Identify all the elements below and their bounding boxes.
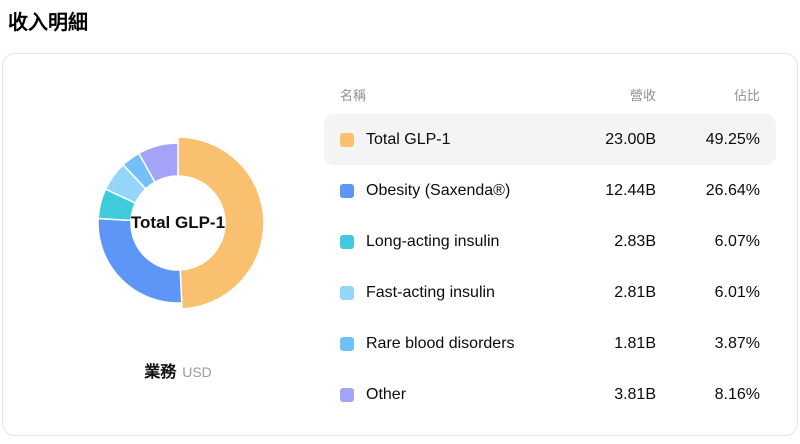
revenue-table: 名稱 營收 佔比 Total GLP-1 23.00B 49.25% Obesi… (324, 54, 776, 435)
chart-footer: 業務 USD (65, 358, 291, 382)
series-swatch (340, 336, 354, 351)
dimension-label: 業務 (144, 364, 177, 381)
donut-slice-0[interactable] (177, 136, 265, 310)
series-swatch (340, 234, 354, 249)
table-row-rare-blood-disorders[interactable]: Rare blood disorders 1.81B 3.87% (324, 318, 776, 369)
series-swatch (340, 132, 354, 147)
row-revenue: 2.81B (614, 283, 656, 301)
row-revenue: 23.00B (605, 130, 656, 148)
donut-slice-5[interactable] (138, 142, 179, 183)
row-share: 3.87% (714, 334, 760, 352)
table-row-long-acting-insulin[interactable]: Long-acting insulin 2.83B 6.07% (324, 216, 776, 267)
series-swatch (340, 285, 354, 300)
row-name: Long-acting insulin (366, 232, 500, 250)
header-revenue: 營收 (629, 87, 656, 103)
row-revenue: 3.81B (614, 385, 656, 403)
row-revenue: 12.44B (605, 181, 656, 199)
row-revenue: 1.81B (614, 334, 656, 352)
table-row-obesity[interactable]: Obesity (Saxenda®) 12.44B 26.64% (324, 165, 776, 216)
row-name: Total GLP-1 (366, 130, 451, 148)
row-share: 6.07% (714, 232, 760, 250)
donut-chart-svg (97, 136, 265, 310)
page-title: 收入明細 (8, 12, 88, 34)
row-revenue: 2.83B (614, 232, 656, 250)
row-share: 6.01% (714, 283, 760, 301)
row-name: Rare blood disorders (366, 334, 515, 352)
revenue-breakdown-card: Total GLP-1 業務 USD 名稱 營收 佔比 Total GLP-1 2… (2, 53, 798, 436)
currency-unit-label: USD (182, 364, 212, 380)
table-header-row: 名稱 營收 佔比 (324, 84, 776, 104)
header-share: 佔比 (733, 87, 760, 103)
table-row-total-glp1[interactable]: Total GLP-1 23.00B 49.25% (324, 114, 776, 165)
series-swatch (340, 387, 354, 402)
row-share: 26.64% (705, 181, 760, 199)
series-swatch (340, 183, 354, 198)
donut-slice-1[interactable] (97, 217, 183, 304)
row-name: Fast-acting insulin (366, 283, 495, 301)
row-share: 8.16% (714, 385, 760, 403)
donut-chart: Total GLP-1 (90, 135, 266, 311)
row-name: Obesity (Saxenda®) (366, 181, 511, 199)
row-name: Other (366, 385, 407, 403)
header-name: 名稱 (340, 87, 367, 103)
table-row-other[interactable]: Other 3.81B 8.16% (324, 369, 776, 420)
row-share: 49.25% (705, 130, 760, 148)
table-row-fast-acting-insulin[interactable]: Fast-acting insulin 2.81B 6.01% (324, 267, 776, 318)
